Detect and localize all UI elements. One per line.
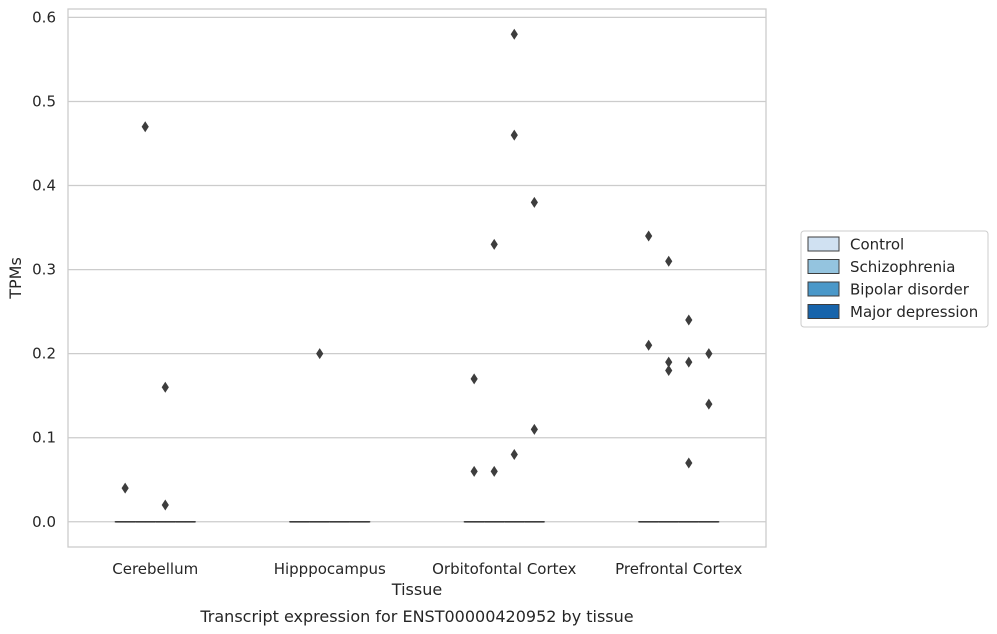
y-tick-label: 0.1 xyxy=(32,429,56,447)
outlier-point xyxy=(645,230,653,242)
outlier-point xyxy=(121,482,129,494)
outlier-point xyxy=(685,314,693,326)
legend-frame xyxy=(800,230,989,328)
outlier-point xyxy=(510,129,518,141)
x-tick-label: Prefrontal Cortex xyxy=(615,560,742,578)
outlier-point xyxy=(510,449,518,461)
y-tick-labels: 0.0 0.1 0.2 0.3 0.4 0.5 0.6 xyxy=(32,8,56,530)
y-axis-label: TPMs xyxy=(6,257,25,300)
outlier-point xyxy=(705,398,713,410)
y-tick-label: 0.0 xyxy=(32,513,56,531)
outlier-point xyxy=(470,373,478,385)
chart-caption: Transcript expression for ENST0000042095… xyxy=(199,607,633,626)
outlier-point xyxy=(665,255,673,267)
legend: Control Schizophrenia Bipolar disorder Majo… xyxy=(800,230,989,328)
x-axis-label: Tissue xyxy=(391,580,442,599)
outlier-point xyxy=(530,423,538,435)
y-tick-label: 0.2 xyxy=(32,345,56,363)
outlier-point xyxy=(141,121,149,133)
outlier-point xyxy=(665,356,673,368)
outlier-point xyxy=(685,457,693,469)
outlier-point xyxy=(705,348,713,360)
outlier-point xyxy=(161,499,169,511)
legend-label-major-depression: Major depression xyxy=(850,303,978,321)
gridlines xyxy=(68,16,766,523)
y-tick-label: 0.6 xyxy=(32,8,56,26)
x-tick-label: Cerebellum xyxy=(112,560,198,578)
outlier-point xyxy=(161,381,169,393)
y-tick-label: 0.3 xyxy=(32,261,56,279)
x-tick-labels: Cerebellum Hipppocampus Orbitofontal Corte… xyxy=(112,560,742,578)
outlier-point xyxy=(510,28,518,40)
x-tick-label: Orbitofontal Cortex xyxy=(432,560,576,578)
y-tick-label: 0.4 xyxy=(32,177,56,195)
y-tick-label: 0.5 xyxy=(32,92,56,110)
legend-label-schizophrenia: Schizophrenia xyxy=(850,258,955,276)
legend-label-control: Control xyxy=(850,236,904,254)
x-tick-label: Hipppocampus xyxy=(274,560,386,578)
outlier-point xyxy=(470,465,478,477)
outlier-point xyxy=(490,465,498,477)
outlier-point xyxy=(530,196,538,208)
outlier-point xyxy=(645,339,653,351)
legend-label-bipolar-disorder: Bipolar disorder xyxy=(850,281,970,299)
outlier-point xyxy=(685,356,693,368)
outlier-points xyxy=(121,28,713,511)
outlier-point xyxy=(665,364,673,376)
legend-swatch-major-depression xyxy=(807,304,840,319)
legend-swatch-bipolar-disorder xyxy=(807,281,840,297)
outlier-point xyxy=(316,348,324,360)
plot-area-frame xyxy=(67,8,767,548)
outlier-point xyxy=(490,238,498,250)
legend-swatch-control xyxy=(807,236,840,252)
legend-swatch-schizophrenia xyxy=(807,259,840,274)
